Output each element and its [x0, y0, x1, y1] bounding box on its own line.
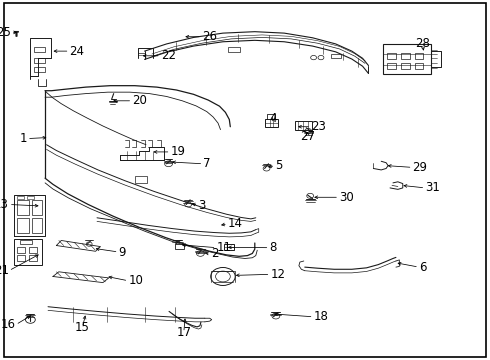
- Text: 27: 27: [300, 130, 315, 143]
- Text: 19: 19: [171, 145, 186, 158]
- Bar: [14, 239, 42, 265]
- Text: 10: 10: [128, 274, 143, 287]
- Text: 29: 29: [413, 161, 428, 174]
- Bar: [32, 218, 42, 233]
- Text: 17: 17: [176, 326, 191, 339]
- Text: 25: 25: [0, 26, 11, 39]
- Text: 9: 9: [119, 246, 126, 258]
- Text: 24: 24: [70, 45, 85, 58]
- Text: 4: 4: [270, 112, 277, 125]
- Text: 20: 20: [132, 94, 147, 107]
- Text: 8: 8: [270, 241, 277, 254]
- Text: 26: 26: [202, 30, 217, 43]
- Text: 31: 31: [425, 181, 440, 194]
- Text: 1: 1: [20, 132, 27, 145]
- Text: 15: 15: [75, 321, 90, 334]
- Text: 12: 12: [270, 268, 286, 281]
- Bar: [295, 121, 312, 130]
- Text: 2: 2: [211, 247, 218, 260]
- Text: 16: 16: [0, 318, 16, 331]
- Bar: [34, 58, 45, 63]
- Bar: [224, 244, 234, 250]
- Bar: [175, 244, 184, 249]
- Text: 22: 22: [161, 49, 176, 62]
- Text: 30: 30: [339, 191, 354, 204]
- Bar: [415, 53, 423, 59]
- Bar: [265, 119, 278, 127]
- Bar: [383, 44, 431, 74]
- Text: 3: 3: [198, 199, 206, 212]
- Bar: [17, 196, 24, 199]
- Bar: [401, 63, 410, 69]
- Bar: [29, 247, 37, 253]
- Bar: [331, 54, 341, 58]
- Text: 28: 28: [415, 37, 430, 50]
- Text: 13: 13: [0, 198, 9, 211]
- Bar: [415, 63, 423, 69]
- Text: 7: 7: [203, 157, 211, 170]
- Text: 6: 6: [419, 261, 426, 274]
- Text: 23: 23: [311, 120, 326, 133]
- Bar: [387, 53, 396, 59]
- Bar: [228, 47, 240, 52]
- Text: 11: 11: [217, 241, 232, 254]
- Bar: [29, 255, 37, 261]
- Bar: [17, 255, 24, 261]
- Bar: [17, 200, 29, 215]
- Text: 5: 5: [275, 159, 283, 172]
- Text: 21: 21: [0, 264, 9, 277]
- Bar: [34, 67, 45, 72]
- Bar: [387, 63, 396, 69]
- Bar: [135, 176, 147, 183]
- Text: 14: 14: [228, 217, 243, 230]
- Bar: [34, 47, 45, 52]
- Bar: [17, 218, 29, 233]
- Bar: [17, 247, 24, 253]
- Bar: [401, 53, 410, 59]
- Bar: [27, 196, 34, 199]
- Text: 18: 18: [314, 310, 328, 323]
- Bar: [20, 240, 32, 244]
- Bar: [32, 200, 42, 215]
